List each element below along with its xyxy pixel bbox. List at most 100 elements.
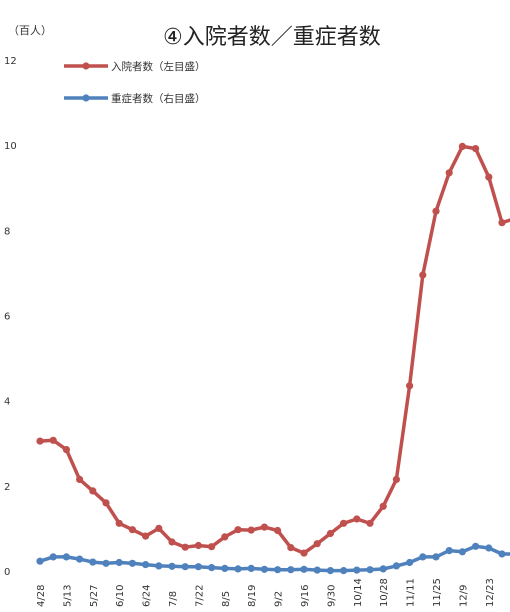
data-point bbox=[472, 542, 480, 550]
data-point bbox=[379, 565, 387, 573]
x-tick-label: 8/19 bbox=[247, 585, 258, 607]
x-tick-label: 5/13 bbox=[62, 585, 73, 607]
data-point bbox=[498, 550, 506, 558]
data-point bbox=[247, 526, 255, 534]
data-point bbox=[445, 169, 453, 177]
data-point bbox=[181, 543, 189, 551]
data-point bbox=[274, 526, 282, 535]
data-point bbox=[76, 555, 84, 563]
data-point bbox=[181, 563, 189, 571]
data-point bbox=[62, 553, 70, 561]
x-tick-label: 6/24 bbox=[142, 585, 153, 607]
legend-marker bbox=[82, 62, 90, 70]
data-point bbox=[300, 549, 308, 557]
x-tick-label: 8/5 bbox=[221, 591, 232, 607]
data-point bbox=[115, 558, 123, 567]
data-point bbox=[62, 446, 70, 454]
data-point bbox=[208, 564, 216, 572]
data-point bbox=[102, 559, 110, 567]
x-axis: 4/28 5/13 5/27 6/10 6/24 7/8 7/22 8/5 8/19 9/2 9/1… bbox=[36, 578, 496, 607]
data-point bbox=[419, 271, 427, 279]
y-tick-label: 8 bbox=[4, 226, 10, 237]
data-point bbox=[313, 566, 321, 574]
data-point bbox=[340, 567, 348, 575]
x-tick-label: 9/2 bbox=[274, 591, 285, 607]
data-point bbox=[485, 173, 493, 181]
y-tick-label: 4 bbox=[4, 397, 10, 408]
data-point bbox=[36, 437, 44, 445]
data-point bbox=[221, 533, 229, 541]
legend-label: 重症者数（右目盛） bbox=[111, 92, 206, 105]
data-point bbox=[260, 565, 268, 573]
x-tick-label: 7/22 bbox=[194, 585, 205, 607]
data-point bbox=[300, 565, 308, 573]
data-point bbox=[115, 519, 123, 527]
data-point bbox=[194, 541, 202, 550]
data-point bbox=[432, 207, 440, 215]
data-point bbox=[392, 475, 400, 483]
data-point bbox=[472, 145, 480, 153]
y-unit-label: （百人） bbox=[8, 24, 52, 37]
data-point bbox=[168, 562, 176, 570]
data-point bbox=[49, 553, 57, 561]
data-point bbox=[260, 523, 268, 531]
y-tick-label: 2 bbox=[4, 482, 10, 493]
data-point bbox=[392, 562, 400, 570]
data-point bbox=[432, 553, 440, 561]
data-point bbox=[458, 142, 466, 150]
data-point bbox=[366, 566, 374, 574]
data-point bbox=[406, 558, 414, 567]
x-tick-label: 9/16 bbox=[300, 585, 311, 607]
data-point bbox=[313, 540, 321, 548]
data-point bbox=[340, 519, 348, 527]
data-point bbox=[142, 561, 150, 569]
data-point bbox=[89, 558, 97, 566]
y-tick-label: 12 bbox=[4, 56, 17, 67]
series-line-1 bbox=[38, 144, 510, 555]
data-point bbox=[208, 543, 216, 551]
data-point bbox=[221, 564, 229, 573]
data-point bbox=[234, 565, 242, 573]
legend: 入院者数（左目盛） 重症者数（右目盛） bbox=[64, 60, 206, 105]
x-tick-label: 11/11 bbox=[406, 578, 417, 607]
data-point bbox=[419, 553, 427, 561]
data-point bbox=[155, 524, 163, 533]
x-tick-label: 10/28 bbox=[379, 578, 390, 607]
x-tick-label: 10/14 bbox=[353, 578, 364, 607]
data-point bbox=[485, 544, 493, 552]
data-point bbox=[168, 538, 176, 546]
data-point bbox=[128, 559, 136, 567]
data-point bbox=[194, 563, 202, 571]
data-point bbox=[89, 487, 97, 495]
data-point bbox=[36, 557, 44, 565]
plot-area bbox=[36, 142, 510, 575]
data-point bbox=[379, 502, 387, 510]
data-point bbox=[287, 544, 295, 552]
chart-title: ④入院者数／重症者数 bbox=[163, 25, 381, 50]
x-tick-label: 6/10 bbox=[115, 585, 126, 607]
data-point bbox=[353, 566, 361, 574]
data-point bbox=[326, 567, 334, 575]
data-point bbox=[155, 562, 163, 570]
data-point bbox=[498, 219, 506, 227]
data-point bbox=[128, 526, 136, 534]
x-tick-label: 4/28 bbox=[36, 585, 47, 607]
x-tick-label: 12/9 bbox=[458, 585, 469, 607]
data-point bbox=[234, 526, 242, 534]
x-tick-label: 7/8 bbox=[168, 591, 179, 607]
data-point bbox=[406, 382, 414, 390]
data-point bbox=[49, 436, 57, 444]
data-point bbox=[353, 515, 361, 523]
data-point bbox=[247, 564, 255, 573]
data-point bbox=[366, 519, 374, 527]
legend-label: 入院者数（左目盛） bbox=[111, 60, 206, 73]
x-tick-label: 9/30 bbox=[326, 585, 337, 607]
x-tick-label: 5/27 bbox=[89, 585, 100, 607]
x-tick-label: 11/25 bbox=[432, 578, 443, 607]
data-point bbox=[142, 532, 150, 540]
y-tick-label: 0 bbox=[4, 567, 10, 578]
data-point bbox=[76, 475, 84, 483]
data-point bbox=[287, 566, 295, 574]
data-point bbox=[274, 566, 282, 574]
